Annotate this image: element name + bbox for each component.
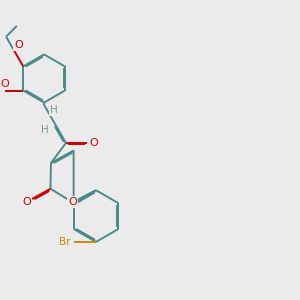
- Text: H: H: [50, 106, 58, 116]
- Text: O: O: [14, 40, 23, 50]
- Text: O: O: [22, 197, 31, 207]
- Text: O: O: [68, 197, 77, 207]
- Text: H: H: [41, 124, 49, 134]
- Text: Br: Br: [59, 237, 70, 247]
- Text: O: O: [89, 138, 98, 148]
- Text: O: O: [1, 79, 9, 89]
